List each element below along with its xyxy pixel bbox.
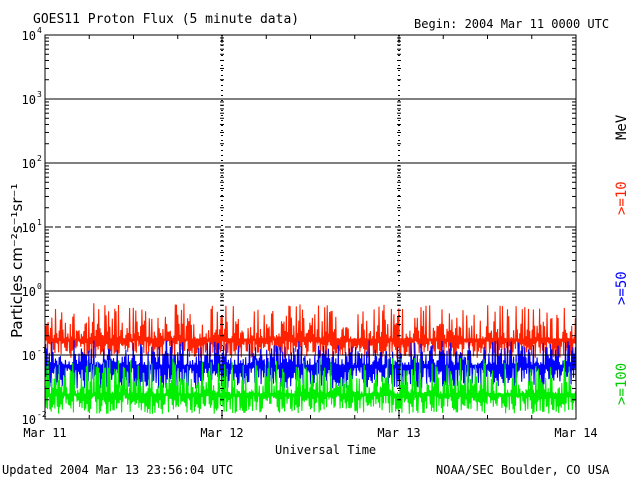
y-tick-exponent-4: 2: [37, 154, 42, 163]
units-label: MeV: [614, 114, 630, 140]
y-tick-exponent-1: -1: [37, 346, 47, 355]
x-axis-label: Universal Time: [275, 443, 376, 457]
y-tick-label-3: 10: [22, 221, 36, 235]
y-tick-label-4: 10: [22, 157, 36, 171]
legend-series-10: >=10: [614, 181, 630, 215]
x-tick-label-1: Mar 12: [200, 426, 243, 440]
begin-label: Begin: 2004 Mar 11 0000 UTC: [414, 17, 609, 31]
series-layer: [44, 303, 577, 414]
y-tick-exponent-0: -2: [37, 410, 47, 419]
source-label: NOAA/SEC Boulder, CO USA: [436, 463, 610, 477]
y-tick-exponent-5: 3: [37, 90, 42, 99]
y-tick-exponent-2: 0: [37, 282, 42, 291]
y-tick-label-6: 10: [22, 29, 36, 43]
x-tick-label-2: Mar 13: [377, 426, 420, 440]
x-tick-label-3: Mar 14: [554, 426, 597, 440]
chart-title: GOES11 Proton Flux (5 minute data): [33, 12, 299, 27]
y-tick-label-5: 10: [22, 93, 36, 107]
y-axis-label: Particles cm⁻²s⁻¹sr⁻¹: [8, 184, 26, 338]
y-tick-label-0: 10: [22, 413, 36, 427]
y-tick-label-1: 10: [22, 349, 36, 363]
series-line-2: [44, 358, 577, 414]
series-line-0: [44, 303, 577, 358]
y-tick-exponent-3: 1: [37, 218, 42, 227]
y-tick-exponent-6: 4: [37, 26, 42, 35]
x-tick-label-0: Mar 11: [23, 426, 66, 440]
legend-series-50: >=50: [614, 271, 630, 305]
updated-label: Updated 2004 Mar 13 23:56:04 UTC: [2, 463, 233, 477]
legend-series-100: >=100: [614, 363, 630, 405]
y-tick-label-2: 10: [22, 285, 36, 299]
